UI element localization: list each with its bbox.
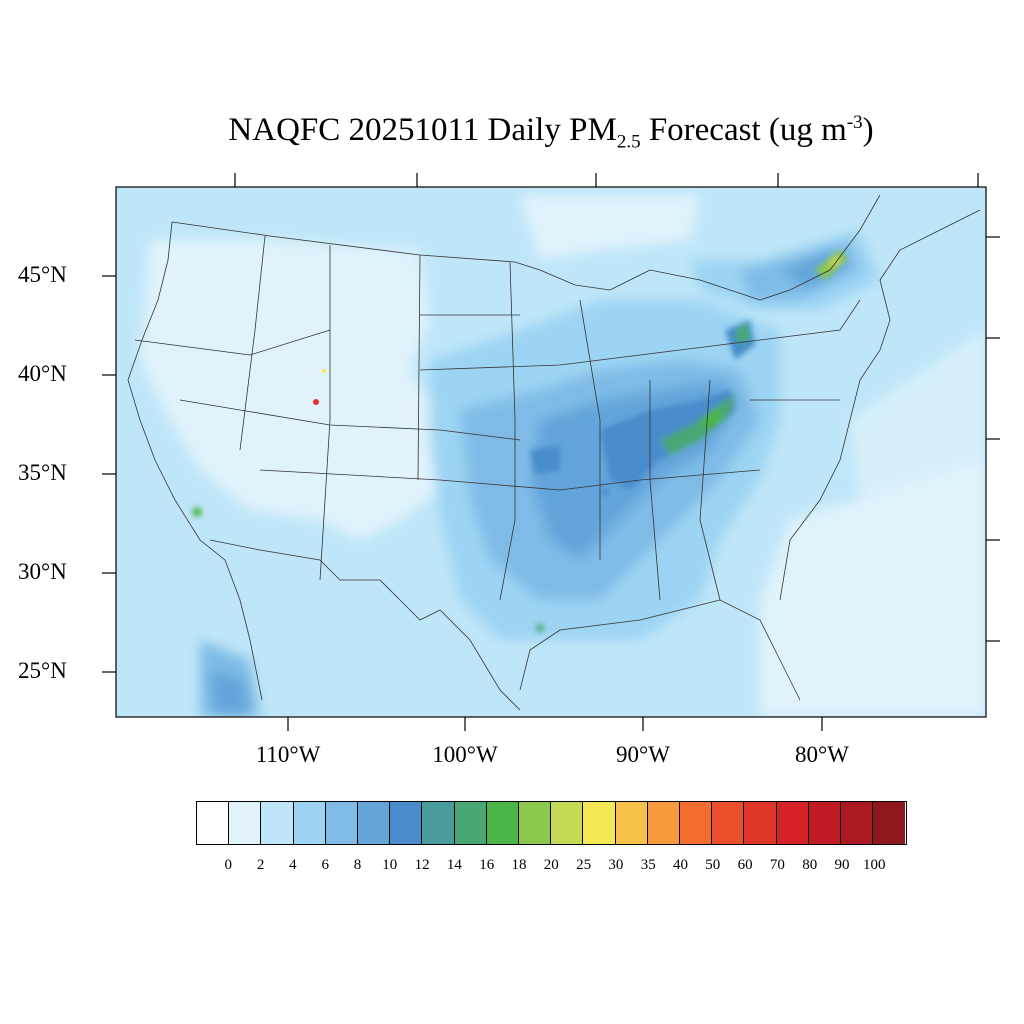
lon-label-80w: 80°W xyxy=(795,742,849,767)
colorbar-swatch xyxy=(744,802,777,844)
lat-label-35n: 35°N xyxy=(18,460,67,485)
map-frame xyxy=(115,186,987,718)
colorbar-swatch xyxy=(841,802,874,844)
colorbar-swatch xyxy=(261,802,294,844)
colorbar-label: 60 xyxy=(737,857,753,873)
lat-label-40n: 40°N xyxy=(18,361,67,386)
colorbar-label: 50 xyxy=(705,857,721,873)
colorbar-label: 80 xyxy=(802,857,818,873)
colorbar-label: 8 xyxy=(353,857,362,873)
lat-label-25n: 25°N xyxy=(18,658,67,683)
colorbar-label: 4 xyxy=(289,857,297,873)
axis-ticks xyxy=(102,173,1000,731)
lon-label-90w: 90°W xyxy=(616,742,670,767)
colorbar xyxy=(196,801,907,845)
colorbar-swatch xyxy=(454,802,487,844)
colorbar-swatch xyxy=(712,802,745,844)
colorbar-label: 0 xyxy=(224,857,233,873)
colorbar-swatch xyxy=(325,802,359,844)
colorbar-swatch xyxy=(551,802,584,844)
colorbar-swatch xyxy=(583,802,616,844)
colorbar-swatch xyxy=(390,802,423,844)
colorbar-label: 18 xyxy=(511,857,527,873)
boundary-lines xyxy=(127,194,981,711)
colorbar-swatch xyxy=(519,802,552,844)
colorbar-swatch xyxy=(680,802,713,844)
colorbar-label: 6 xyxy=(321,857,329,873)
colorbar-label: 14 xyxy=(446,857,462,873)
colorbar-label: 40 xyxy=(673,857,688,873)
concentration-field xyxy=(116,187,986,717)
colorbar-swatch xyxy=(229,802,262,844)
lat-label-45n: 45°N xyxy=(18,262,67,287)
colorbar-label: 25 xyxy=(576,857,592,873)
map-title: NAQFC 20251011 Daily PM2.5 Forecast (ug … xyxy=(228,112,874,153)
colorbar-label: 10 xyxy=(382,857,398,873)
colorbar-swatch xyxy=(647,802,681,844)
colorbar-swatch xyxy=(808,802,842,844)
colorbar-label: 2 xyxy=(256,857,265,873)
colorbar-label: 12 xyxy=(414,857,430,873)
colorbar-label: 16 xyxy=(479,857,495,873)
colorbar-swatch xyxy=(486,802,520,844)
lon-label-100w: 100°W xyxy=(432,742,498,767)
colorbar-label: 100 xyxy=(863,857,886,873)
colorbar-swatch xyxy=(873,802,906,844)
colorbar-label: 30 xyxy=(608,857,624,873)
colorbar-label: 70 xyxy=(769,857,785,873)
colorbar-label: 90 xyxy=(834,857,850,873)
colorbar-swatch xyxy=(358,802,391,844)
colorbar-label: 20 xyxy=(543,857,559,873)
colorbar-swatch xyxy=(197,802,230,844)
colorbar-label: 35 xyxy=(640,857,656,873)
lon-label-110w: 110°W xyxy=(255,742,321,767)
colorbar-swatch xyxy=(422,802,455,844)
lat-label-30n: 30°N xyxy=(18,559,67,584)
colorbar-swatch xyxy=(615,802,648,844)
colorbar-swatch xyxy=(293,802,326,844)
colorbar-swatch xyxy=(776,802,809,844)
